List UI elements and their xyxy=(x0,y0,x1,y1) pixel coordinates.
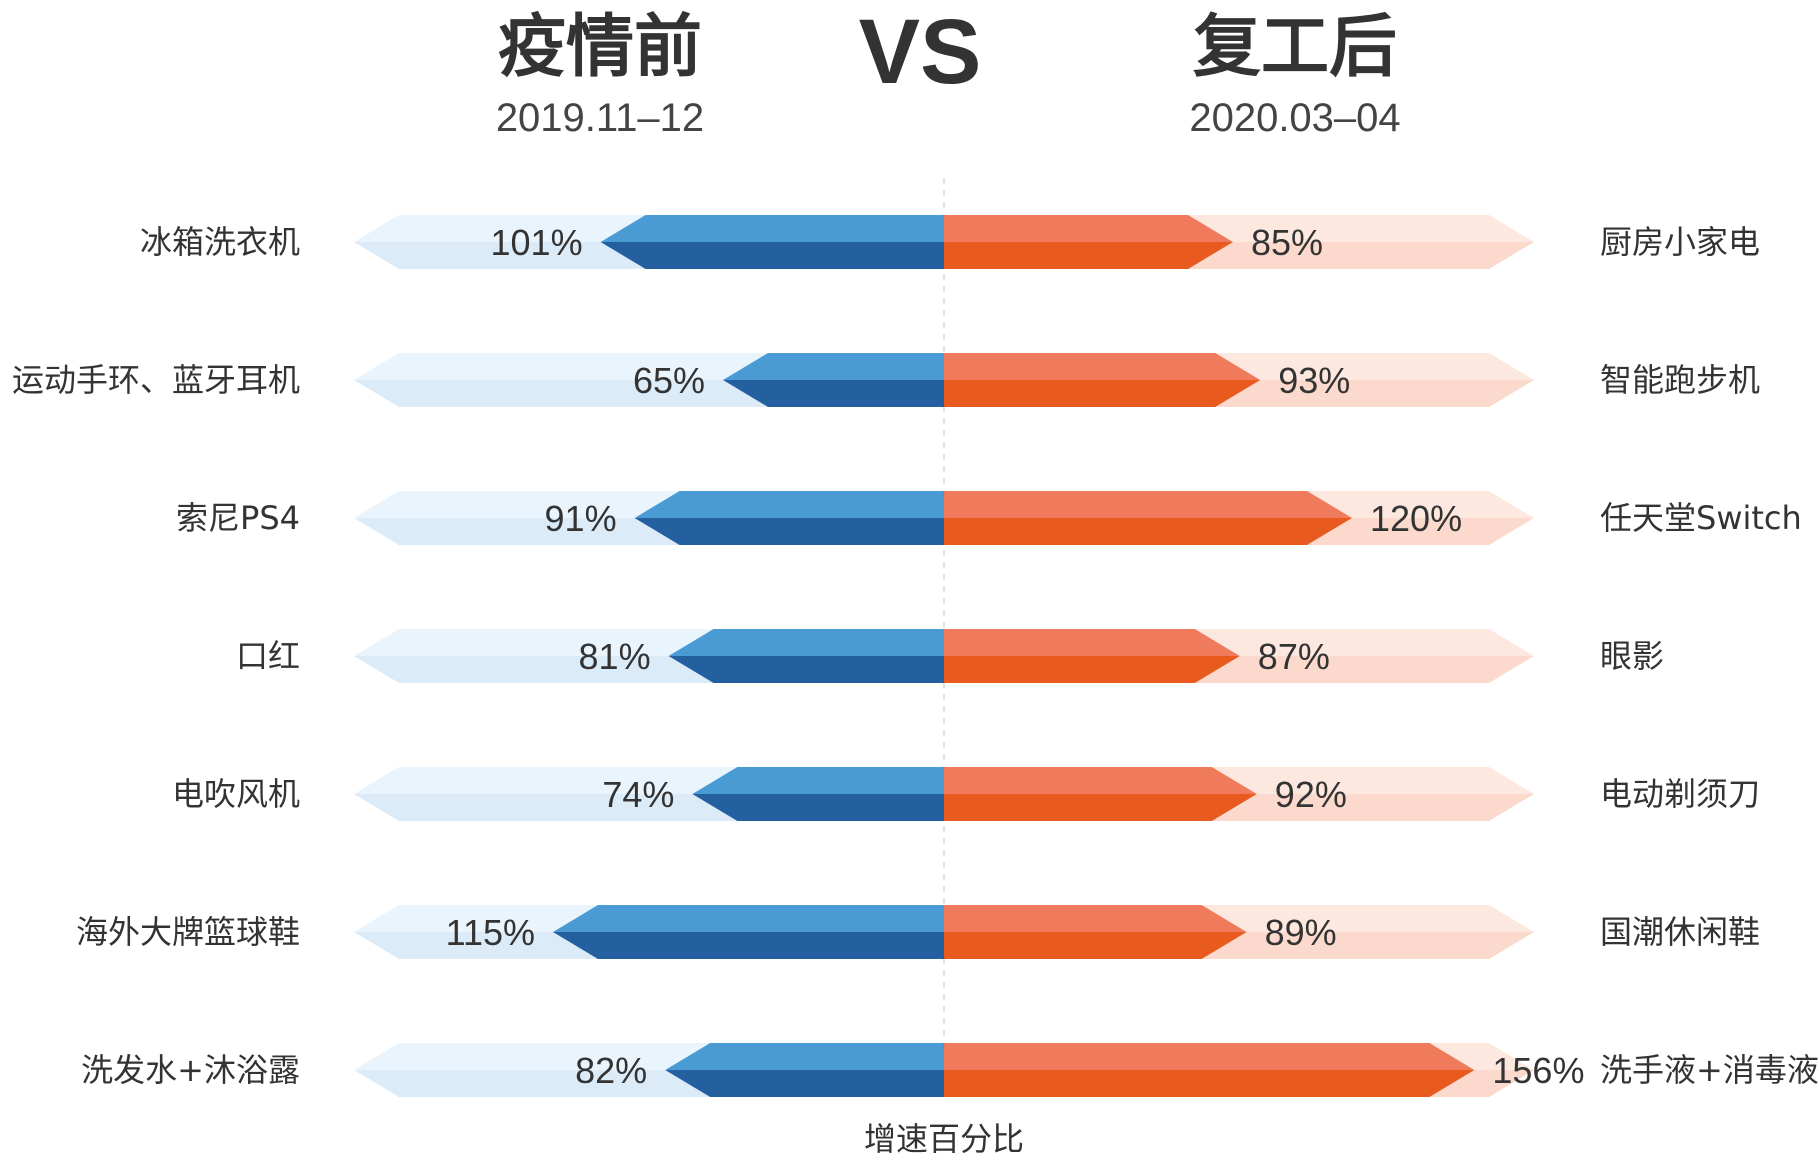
left-title: 疫情前 xyxy=(497,8,702,87)
left-bar-3-top xyxy=(668,629,944,656)
left-bar-4-bottom xyxy=(692,794,944,821)
right-bar-0-bottom xyxy=(944,242,1233,269)
left-value-label-5: 115% xyxy=(446,912,535,953)
left-period: 2019.11–12 xyxy=(495,96,705,140)
vs-title: VS xyxy=(858,1,982,103)
right-category-label-2: 任天堂Switch xyxy=(1600,499,1802,537)
left-value-label-0: 101% xyxy=(491,222,583,263)
right-value-label-2: 120% xyxy=(1370,498,1462,539)
right-category-label-6: 洗手液+消毒液 xyxy=(1600,1051,1819,1089)
right-bar-5-bottom xyxy=(944,932,1247,959)
right-bar-1-top xyxy=(944,353,1261,380)
right-category-label-5: 国潮休闲鞋 xyxy=(1600,913,1760,951)
left-category-label-3: 口红 xyxy=(236,637,300,675)
right-bar-1-bottom xyxy=(944,380,1261,407)
right-value-label-1: 93% xyxy=(1278,360,1350,401)
left-value-label-4: 74% xyxy=(602,774,674,815)
left-bar-4-top xyxy=(692,767,944,794)
right-category-label-3: 眼影 xyxy=(1600,637,1664,675)
right-value-label-5: 89% xyxy=(1265,912,1337,953)
left-bar-2-top xyxy=(634,491,944,518)
chart-header: 疫情前 VS 复工后 2019.11–12 2020.03–04 xyxy=(0,0,1819,160)
right-category-label-4: 电动剃须刀 xyxy=(1600,775,1760,813)
right-bar-2-top xyxy=(944,491,1352,518)
left-bar-5-top xyxy=(553,905,944,932)
right-bar-3-top xyxy=(944,629,1240,656)
left-bar-1-top xyxy=(723,353,944,380)
right-period: 2020.03–04 xyxy=(1189,96,1401,140)
right-value-label-6: 156% xyxy=(1492,1050,1584,1091)
left-value-label-6: 82% xyxy=(575,1050,647,1091)
left-category-label-1: 运动手环、蓝牙耳机 xyxy=(12,361,300,399)
right-bar-2-bottom xyxy=(944,518,1352,545)
left-value-label-3: 81% xyxy=(579,636,651,677)
left-category-label-4: 电吹风机 xyxy=(172,775,300,813)
left-category-label-0: 冰箱洗衣机 xyxy=(140,223,300,261)
right-bar-6-top xyxy=(944,1043,1475,1070)
left-bar-6-top xyxy=(665,1043,944,1070)
left-bar-1-bottom xyxy=(723,380,944,407)
left-category-label-2: 索尼PS4 xyxy=(176,499,300,537)
right-bar-6-bottom xyxy=(944,1070,1475,1097)
right-value-label-0: 85% xyxy=(1251,222,1323,263)
right-bar-0-top xyxy=(944,215,1233,242)
right-category-label-1: 智能跑步机 xyxy=(1600,361,1760,399)
left-bar-0-top xyxy=(600,215,944,242)
left-value-label-2: 91% xyxy=(545,498,617,539)
right-bar-4-top xyxy=(944,767,1257,794)
left-bar-3-bottom xyxy=(668,656,944,683)
left-bar-0-bottom xyxy=(600,242,944,269)
left-category-label-5: 海外大牌篮球鞋 xyxy=(76,913,300,951)
right-title: 复工后 xyxy=(1192,8,1397,87)
right-bar-4-bottom xyxy=(944,794,1257,821)
left-bar-6-bottom xyxy=(665,1070,944,1097)
right-value-label-3: 87% xyxy=(1258,636,1330,677)
right-value-label-4: 92% xyxy=(1275,774,1347,815)
right-bar-3-bottom xyxy=(944,656,1240,683)
right-category-label-0: 厨房小家电 xyxy=(1600,223,1760,261)
x-axis-label: 增速百分比 xyxy=(864,1120,1024,1158)
left-category-label-6: 洗发水+沐浴露 xyxy=(81,1051,300,1089)
right-bar-5-top xyxy=(944,905,1247,932)
left-bar-5-bottom xyxy=(553,932,944,959)
left-bar-2-bottom xyxy=(634,518,944,545)
left-value-label-1: 65% xyxy=(633,360,705,401)
